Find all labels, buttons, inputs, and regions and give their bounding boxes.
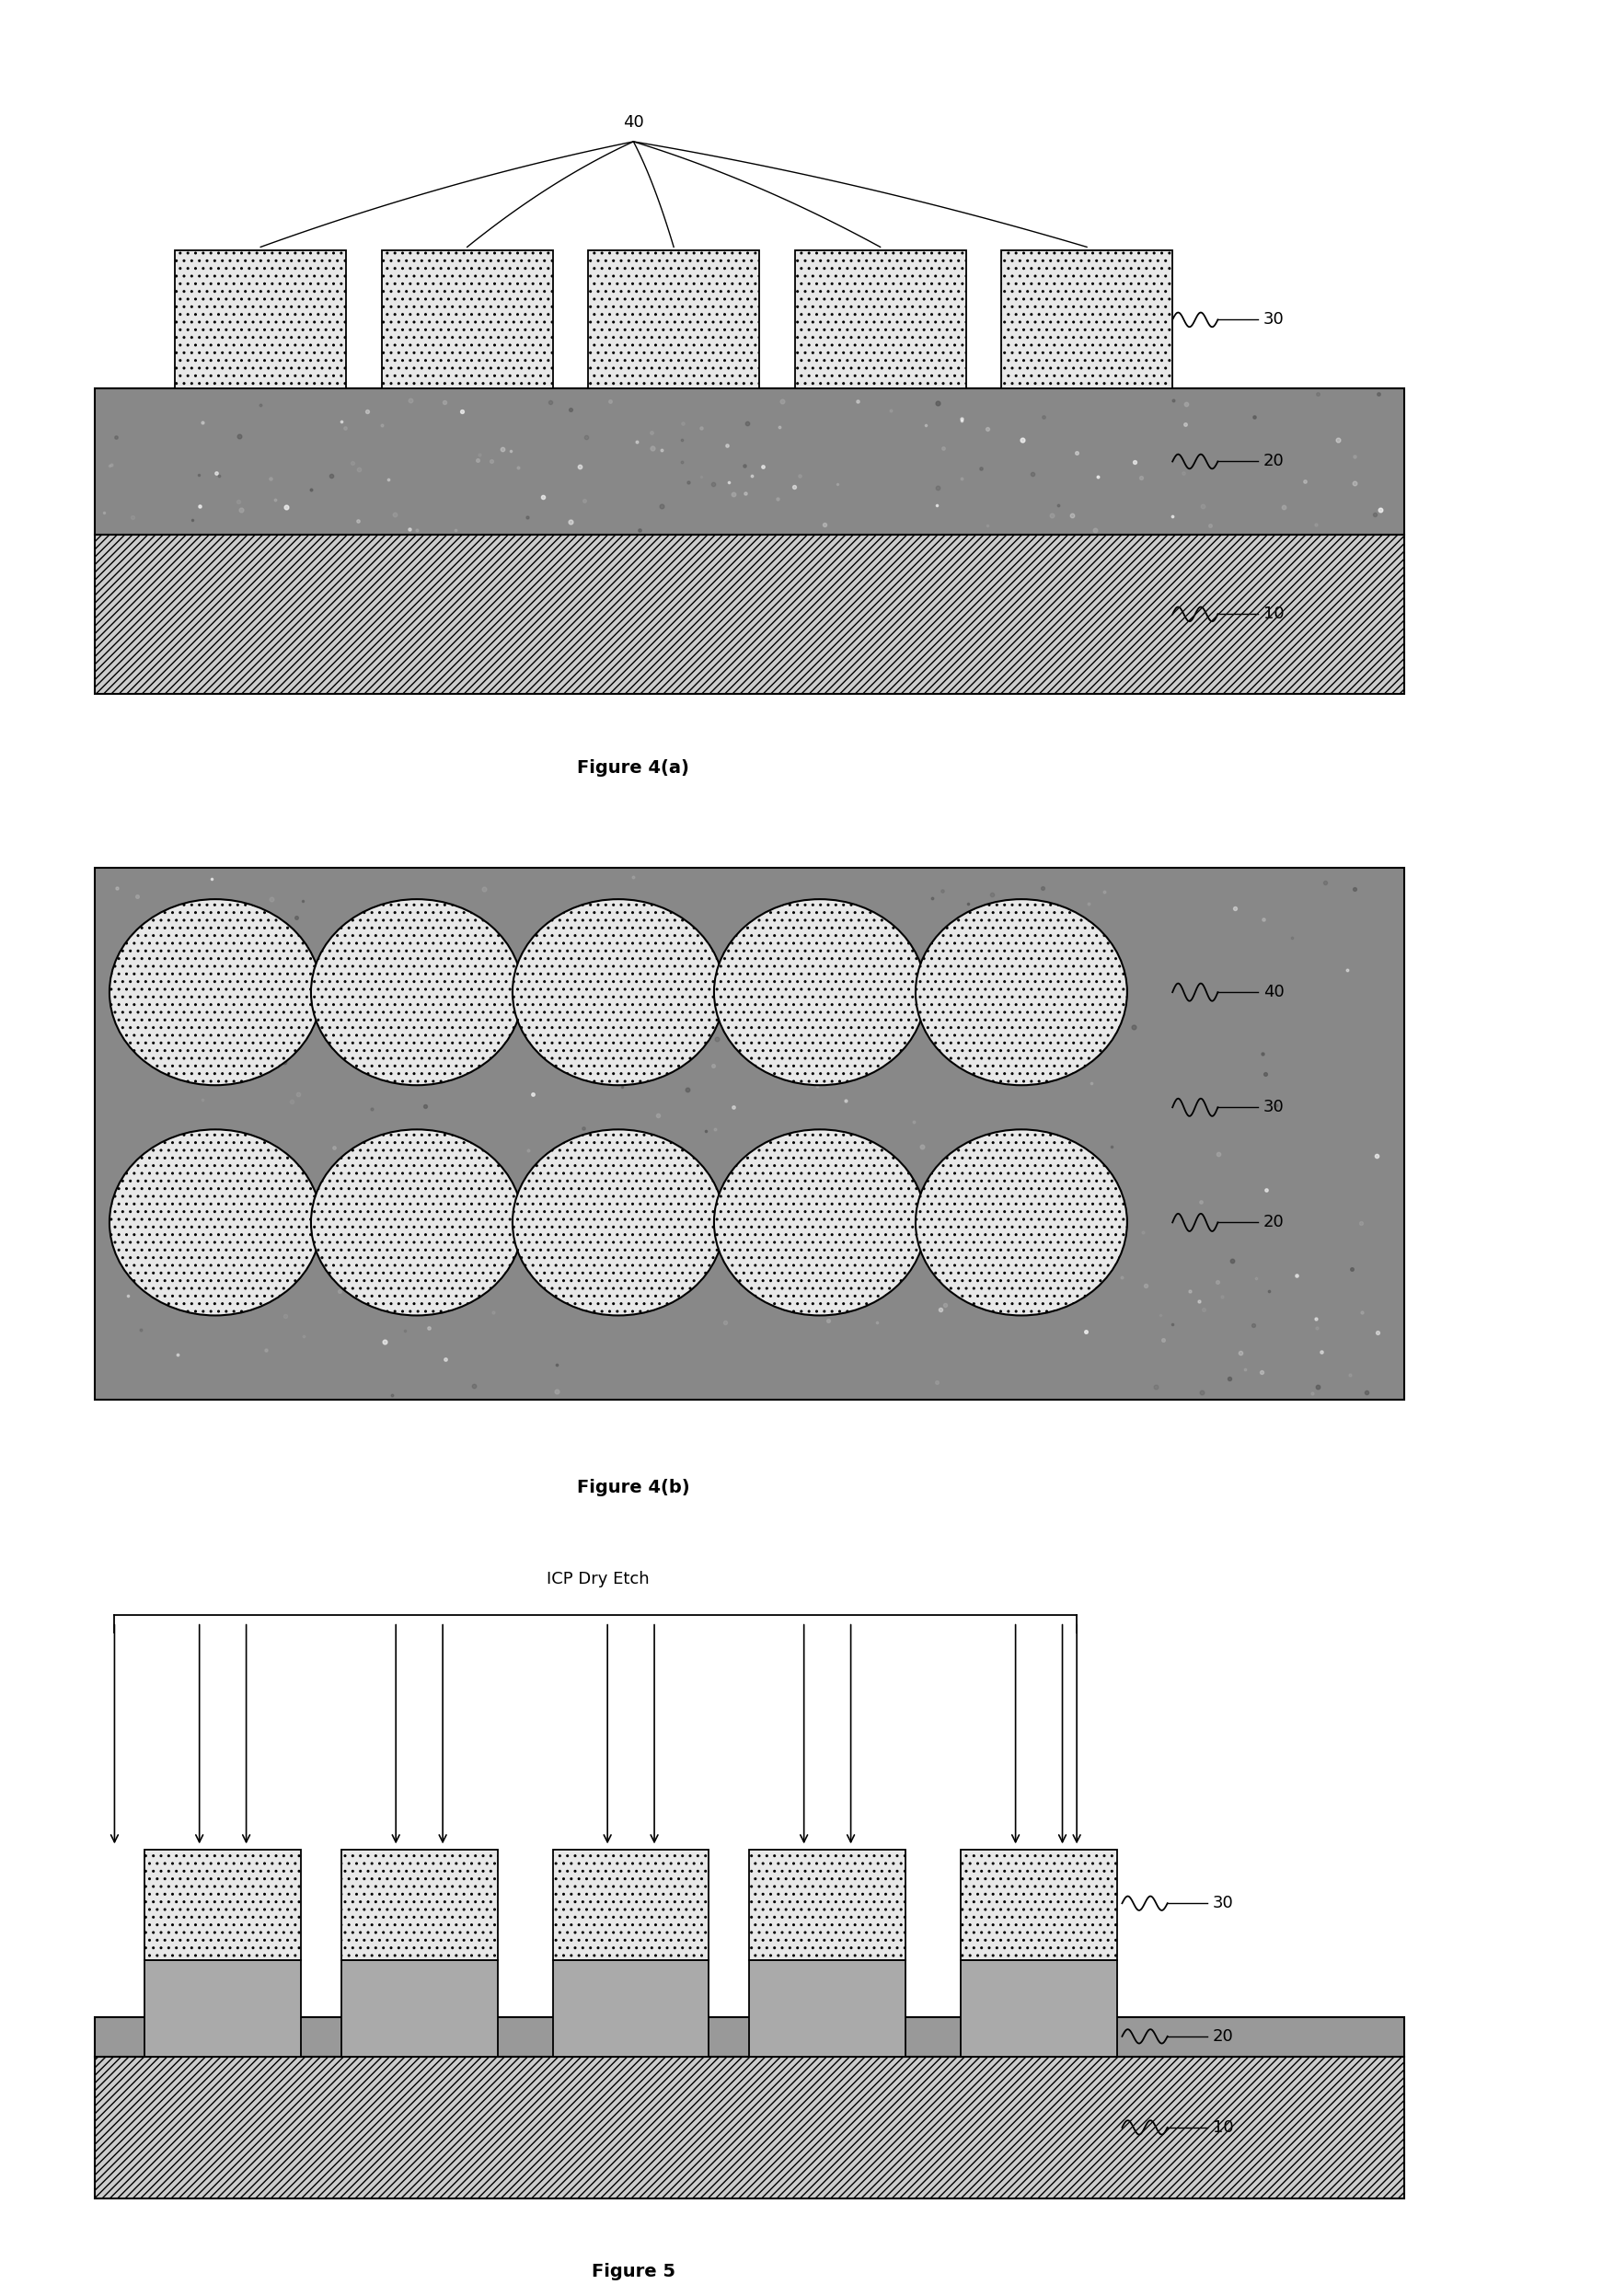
Ellipse shape (311, 900, 523, 1086)
Bar (95, 2057, 1404, 2200)
Bar (553, 1851, 709, 1961)
Bar (341, 1851, 497, 1961)
Ellipse shape (915, 900, 1127, 1086)
Text: 40: 40 (1263, 985, 1284, 1001)
Bar (960, 1961, 1117, 2057)
Text: 20: 20 (1263, 1215, 1284, 1231)
Text: 20: 20 (1213, 2027, 1234, 2046)
Ellipse shape (311, 1130, 523, 1316)
Bar (1002, 250, 1172, 388)
Ellipse shape (713, 1130, 925, 1316)
Text: Figure 4(b): Figure 4(b) (577, 1479, 689, 1497)
Bar (382, 250, 553, 388)
Text: 10: 10 (1263, 606, 1284, 622)
Bar (175, 250, 346, 388)
Text: 40: 40 (624, 115, 644, 131)
Bar (960, 1851, 1117, 1961)
Text: 20: 20 (1263, 452, 1284, 471)
Ellipse shape (513, 900, 725, 1086)
Bar (144, 1961, 301, 2057)
Text: 30: 30 (1213, 1894, 1234, 1913)
Bar (795, 250, 967, 388)
Bar (95, 2018, 1404, 2057)
Text: 10: 10 (1213, 2119, 1234, 2135)
Text: 30: 30 (1263, 312, 1284, 328)
Bar (553, 1961, 709, 2057)
Ellipse shape (109, 1130, 321, 1316)
Bar (95, 535, 1404, 693)
Bar (749, 1961, 906, 2057)
Text: ICP Dry Etch: ICP Dry Etch (547, 1570, 649, 1589)
Bar (341, 1961, 497, 2057)
Text: 30: 30 (1263, 1100, 1284, 1116)
Text: Figure 5: Figure 5 (592, 2264, 675, 2280)
Ellipse shape (513, 1130, 725, 1316)
Bar (588, 250, 760, 388)
Bar (144, 1851, 301, 1961)
Ellipse shape (713, 900, 925, 1086)
Bar (749, 1851, 906, 1961)
Bar (95, 388, 1404, 535)
Text: Figure 4(a): Figure 4(a) (577, 760, 689, 776)
Ellipse shape (915, 1130, 1127, 1316)
Bar (95, 868, 1404, 1401)
Ellipse shape (109, 900, 321, 1086)
